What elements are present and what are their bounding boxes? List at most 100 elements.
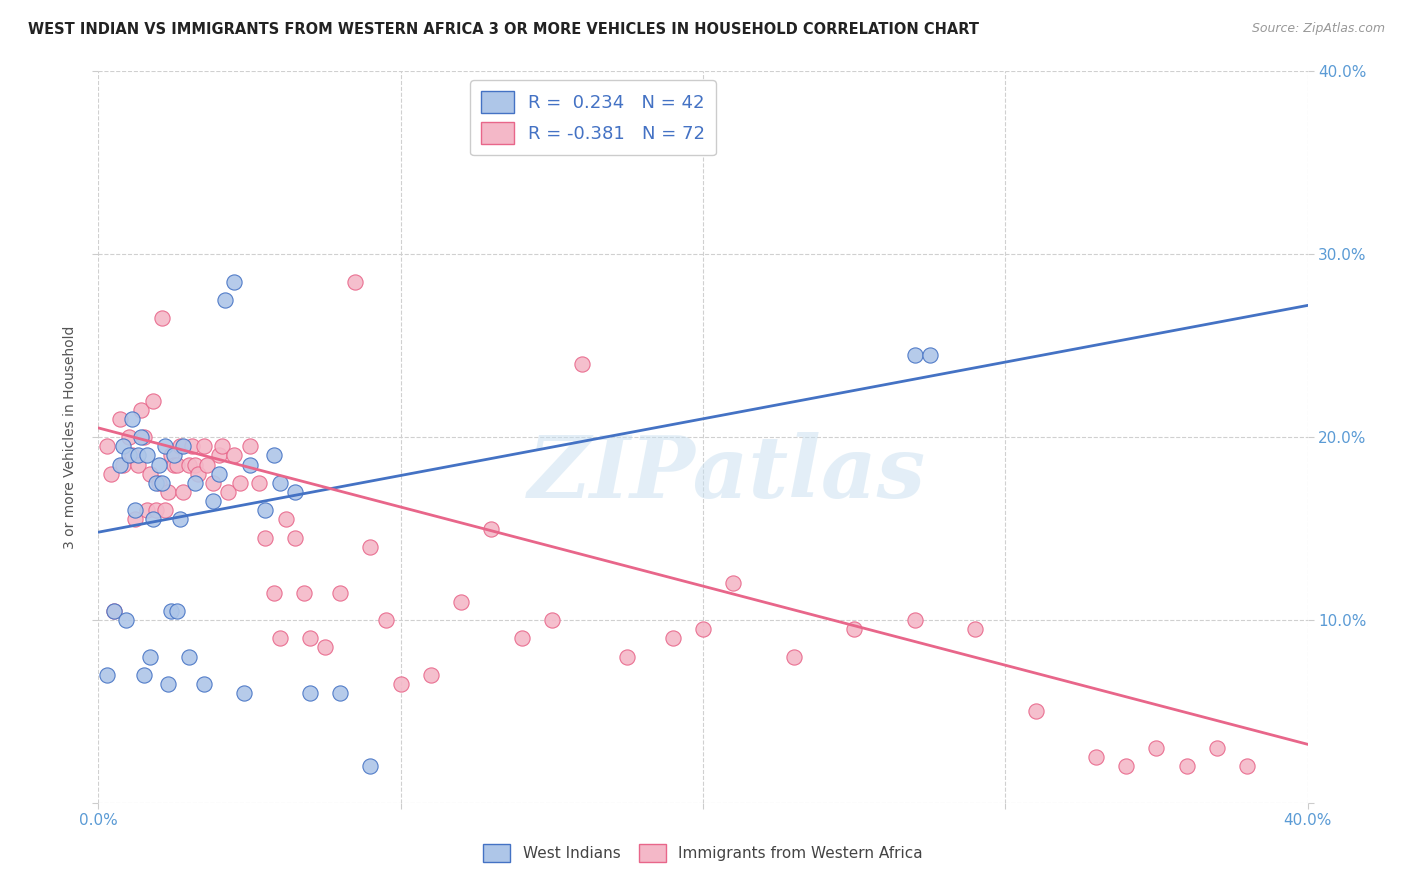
Point — [169, 439, 191, 453]
Point — [208, 467, 231, 481]
Point — [314, 640, 336, 655]
Point — [450, 594, 472, 608]
Point — [211, 439, 233, 453]
Point — [150, 311, 173, 326]
Point — [129, 430, 152, 444]
Point — [661, 632, 683, 646]
Point — [148, 458, 170, 472]
Point — [360, 540, 382, 554]
Point — [139, 467, 162, 481]
Point — [1024, 705, 1046, 719]
Point — [292, 585, 315, 599]
Point — [263, 448, 285, 462]
Point — [163, 458, 186, 472]
Point — [253, 503, 276, 517]
Point — [142, 512, 165, 526]
Point — [344, 275, 367, 289]
Point — [153, 439, 176, 453]
Point — [145, 503, 167, 517]
Point — [229, 475, 252, 490]
Point — [111, 458, 134, 472]
Point — [214, 293, 236, 307]
Point — [184, 475, 207, 490]
Point — [121, 448, 143, 462]
Point — [184, 458, 207, 472]
Point — [139, 649, 162, 664]
Point — [1175, 759, 1198, 773]
Point — [96, 439, 118, 453]
Point — [1206, 740, 1229, 755]
Point — [127, 458, 149, 472]
Point — [179, 649, 201, 664]
Y-axis label: 3 or more Vehicles in Household: 3 or more Vehicles in Household — [63, 326, 77, 549]
Point — [1085, 750, 1108, 764]
Point — [135, 448, 157, 462]
Point — [124, 503, 146, 517]
Point — [571, 357, 593, 371]
Point — [269, 475, 291, 490]
Point — [329, 585, 352, 599]
Point — [202, 475, 225, 490]
Point — [156, 677, 179, 691]
Point — [193, 677, 215, 691]
Point — [103, 604, 125, 618]
Point — [1236, 759, 1258, 773]
Point — [360, 759, 382, 773]
Point — [208, 448, 231, 462]
Point — [239, 458, 262, 472]
Point — [904, 613, 927, 627]
Point — [160, 604, 183, 618]
Text: WEST INDIAN VS IMMIGRANTS FROM WESTERN AFRICA 3 OR MORE VEHICLES IN HOUSEHOLD CO: WEST INDIAN VS IMMIGRANTS FROM WESTERN A… — [28, 22, 979, 37]
Point — [148, 475, 170, 490]
Point — [114, 613, 136, 627]
Point — [247, 475, 270, 490]
Point — [1144, 740, 1167, 755]
Point — [274, 512, 297, 526]
Point — [163, 448, 186, 462]
Point — [918, 348, 941, 362]
Point — [723, 576, 745, 591]
Point — [132, 430, 155, 444]
Text: Source: ZipAtlas.com: Source: ZipAtlas.com — [1251, 22, 1385, 36]
Point — [181, 439, 204, 453]
Point — [420, 667, 443, 681]
Point — [166, 458, 188, 472]
Text: ZIPatlas: ZIPatlas — [529, 432, 927, 516]
Point — [156, 485, 179, 500]
Point — [374, 613, 396, 627]
Point — [127, 448, 149, 462]
Point — [142, 393, 165, 408]
Point — [540, 613, 562, 627]
Point — [284, 485, 307, 500]
Point — [100, 467, 122, 481]
Point — [616, 649, 638, 664]
Point — [121, 412, 143, 426]
Point — [904, 348, 927, 362]
Point — [172, 485, 194, 500]
Point — [166, 604, 188, 618]
Point — [108, 412, 131, 426]
Point — [481, 521, 503, 535]
Point — [96, 667, 118, 681]
Point — [1115, 759, 1137, 773]
Point — [965, 622, 987, 636]
Point — [232, 686, 254, 700]
Point — [195, 458, 218, 472]
Point — [329, 686, 352, 700]
Legend: West Indians, Immigrants from Western Africa: West Indians, Immigrants from Western Af… — [477, 838, 929, 868]
Point — [217, 485, 239, 500]
Point — [263, 585, 285, 599]
Point — [187, 467, 209, 481]
Point — [118, 448, 141, 462]
Point — [179, 458, 201, 472]
Point — [150, 475, 173, 490]
Point — [224, 448, 246, 462]
Point — [129, 402, 152, 417]
Point — [118, 430, 141, 444]
Point — [202, 494, 225, 508]
Point — [193, 439, 215, 453]
Point — [169, 512, 191, 526]
Point — [284, 531, 307, 545]
Point — [224, 275, 246, 289]
Point — [299, 686, 322, 700]
